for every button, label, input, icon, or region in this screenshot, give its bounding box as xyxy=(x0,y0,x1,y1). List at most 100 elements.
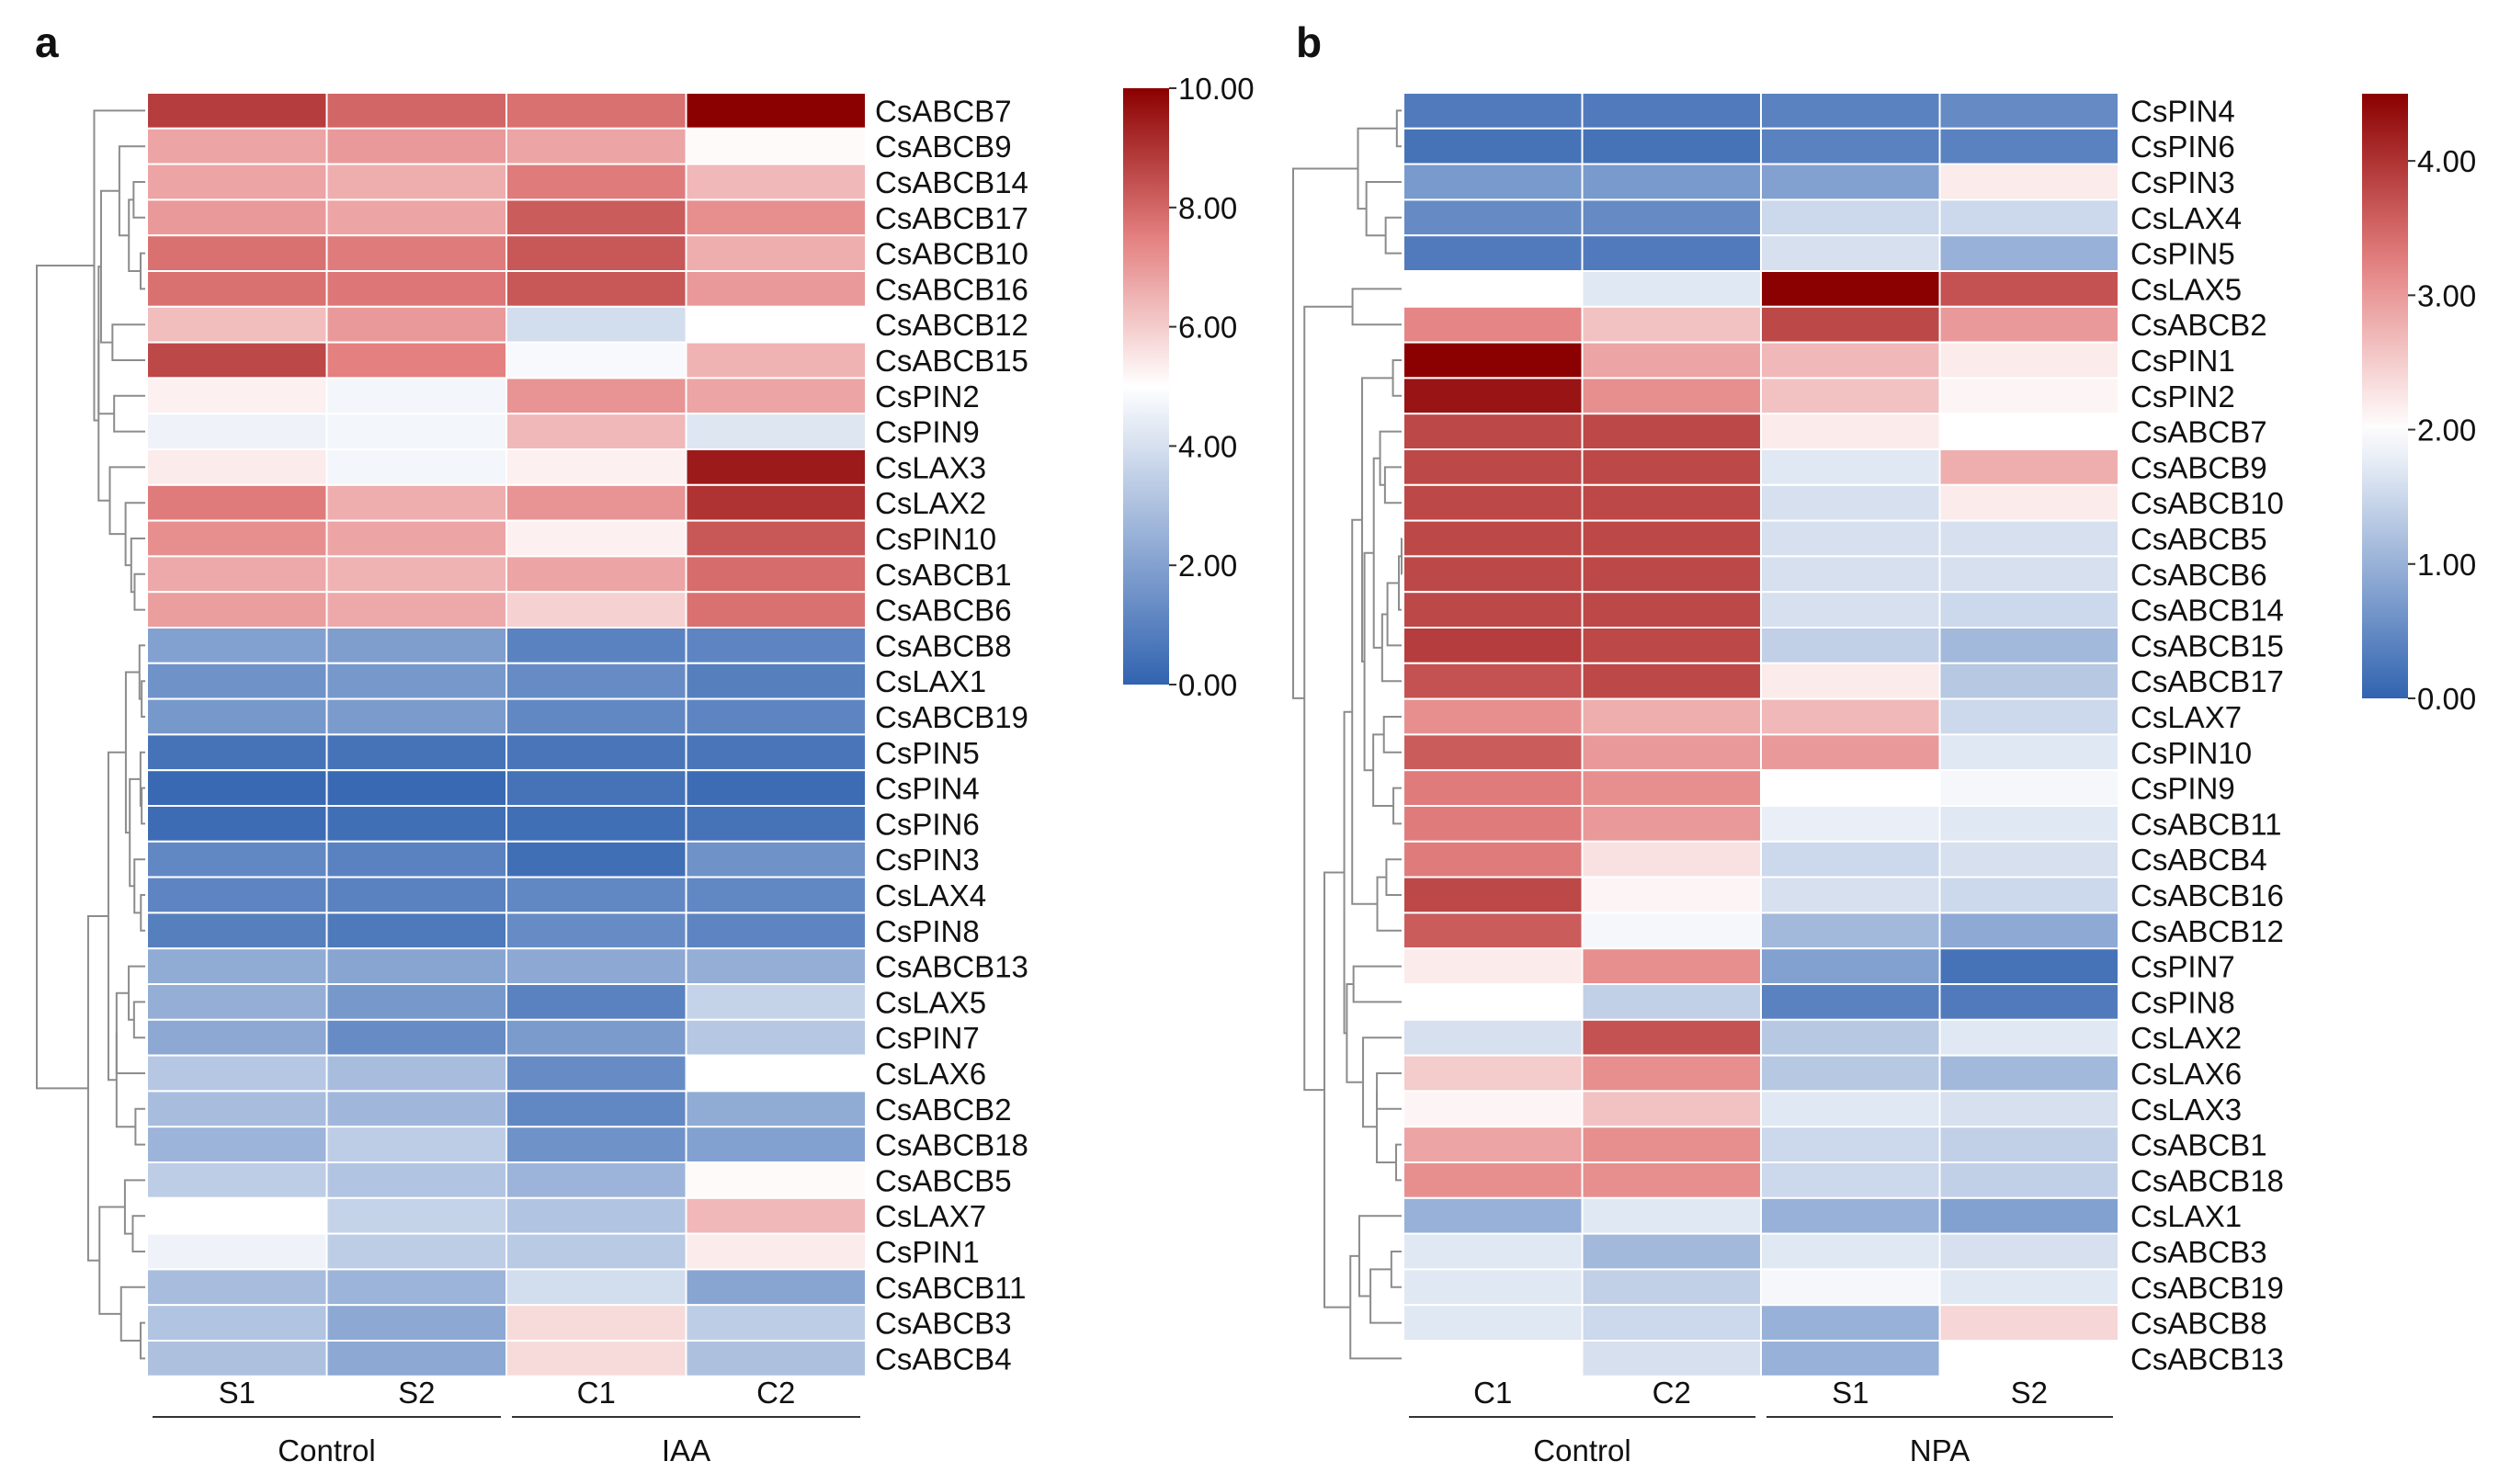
heatmap-cell xyxy=(1403,697,1584,736)
row-label: CsPIN4 xyxy=(875,772,980,806)
heatmap-cell xyxy=(505,1054,687,1093)
dendrogram-branch xyxy=(1292,167,1358,699)
heatmap-cell xyxy=(1403,377,1584,415)
colorbar-tick-label: 4.00 xyxy=(2417,144,2476,178)
heatmap-cell xyxy=(505,1018,687,1057)
heatmap-cell xyxy=(325,805,507,843)
heatmap-cell xyxy=(1581,555,1762,594)
row-dendrogram-b xyxy=(1292,109,1403,1360)
heatmap-cell xyxy=(325,377,507,415)
heatmap-cell xyxy=(325,1054,507,1093)
dendrogram-branch xyxy=(133,858,145,914)
colorbar-gradient xyxy=(1123,88,1169,685)
row-label: CsABCB10 xyxy=(2130,486,2284,520)
heatmap-cell xyxy=(146,627,328,664)
heatmap-cell xyxy=(146,662,328,700)
heatmap-cell xyxy=(325,876,507,914)
row-label: CsPIN1 xyxy=(2130,344,2235,378)
heatmap-cell xyxy=(1938,1232,2119,1271)
heatmap-cell xyxy=(505,697,687,736)
heatmap-cell xyxy=(146,483,328,522)
dendrogram-branch xyxy=(111,323,145,361)
heatmap-cell xyxy=(1938,377,2119,415)
column-label: S1 xyxy=(219,1376,256,1410)
dendrogram-branch xyxy=(108,466,145,536)
heatmap-cell xyxy=(685,1268,867,1307)
heatmap-cell xyxy=(1403,305,1584,344)
heatmap-cell xyxy=(685,92,867,130)
row-label: CsLAX2 xyxy=(2130,1021,2242,1055)
heatmap-cell xyxy=(1760,947,1941,985)
colorbar-a: 10.00 8.00 6.00 4.00 2.00 0.00 xyxy=(1123,72,1255,702)
column-labels-a: S1 S2 C1 C2 xyxy=(219,1376,796,1410)
heatmap-cell xyxy=(146,876,328,914)
dendrogram-branch xyxy=(134,1107,145,1146)
heatmap-cell xyxy=(1938,483,2119,522)
heatmap-cell xyxy=(325,413,507,451)
heatmap-cell xyxy=(146,1054,328,1093)
heatmap-cell xyxy=(685,769,867,808)
heatmap-cell xyxy=(505,448,687,486)
heatmap-cell xyxy=(505,733,687,772)
row-label: CsABCB6 xyxy=(2130,558,2267,592)
heatmap-cell xyxy=(1403,805,1584,843)
column-label: C1 xyxy=(577,1376,616,1410)
heatmap-cell xyxy=(1581,1196,1762,1235)
heatmap-cell xyxy=(1760,413,1941,451)
heatmap-cell xyxy=(685,519,867,558)
heatmap-cell xyxy=(1938,947,2119,985)
row-label: CsPIN2 xyxy=(2130,379,2235,413)
heatmap-cell xyxy=(1760,697,1941,736)
dendrogram-branch xyxy=(140,894,145,932)
heatmap-cell xyxy=(685,1018,867,1057)
heatmap-cell xyxy=(325,448,507,486)
heatmap-cell xyxy=(1760,234,1941,273)
dendrogram-branch xyxy=(1376,1090,1397,1163)
group-label: IAA xyxy=(662,1433,710,1467)
heatmap-cells-b xyxy=(1403,92,2119,1377)
heatmap-cell xyxy=(1403,234,1584,273)
heatmap-cell xyxy=(1581,983,1762,1021)
heatmap-cell xyxy=(1403,448,1584,486)
heatmap-cell xyxy=(1938,234,2119,273)
heatmap-cell xyxy=(1760,448,1941,486)
heatmap-cell xyxy=(1938,697,2119,736)
dendrogram-branch xyxy=(1380,613,1402,683)
heatmap-cell xyxy=(146,947,328,985)
heatmap-cell xyxy=(1760,1340,1941,1377)
column-label: C2 xyxy=(756,1376,795,1410)
heatmap-cell xyxy=(685,591,867,629)
heatmap-cell xyxy=(1581,377,1762,415)
heatmap-cell xyxy=(1760,377,1941,415)
heatmap-cell xyxy=(685,1090,867,1128)
heatmap-cell xyxy=(325,163,507,201)
heatmap-cell xyxy=(1403,983,1584,1021)
heatmap-cell xyxy=(505,840,687,878)
heatmap-cell xyxy=(505,876,687,914)
row-label: CsABCB4 xyxy=(875,1342,1012,1376)
heatmap-cell xyxy=(685,555,867,594)
heatmap-cell xyxy=(146,1268,328,1307)
colorbar-tick-label: 0.00 xyxy=(2417,682,2476,716)
heatmap-cell xyxy=(685,1161,867,1199)
dendrogram-branch xyxy=(1357,127,1397,210)
heatmap-cell xyxy=(1403,519,1584,558)
row-label: CsABCB6 xyxy=(875,594,1012,628)
dendrogram-branch xyxy=(1395,1143,1402,1182)
heatmap-cell xyxy=(1760,840,1941,878)
heatmap-cell xyxy=(146,1161,328,1199)
heatmap-cell xyxy=(1581,92,1762,130)
row-label: CsLAX2 xyxy=(875,486,986,520)
heatmap-cell xyxy=(1938,1340,2119,1377)
row-label: CsPIN9 xyxy=(2130,772,2235,806)
dendrogram-branch xyxy=(1303,305,1353,1092)
heatmap-cell xyxy=(685,627,867,664)
heatmap-cell xyxy=(325,1126,507,1163)
heatmap-cell xyxy=(1581,413,1762,451)
heatmap-cell xyxy=(325,1090,507,1128)
heatmap-cell xyxy=(1938,270,2119,308)
heatmap-cell xyxy=(685,270,867,308)
dendrogram-branch xyxy=(99,189,119,344)
row-label: CsLAX4 xyxy=(875,878,986,912)
row-label: CsABCB10 xyxy=(875,237,1028,271)
